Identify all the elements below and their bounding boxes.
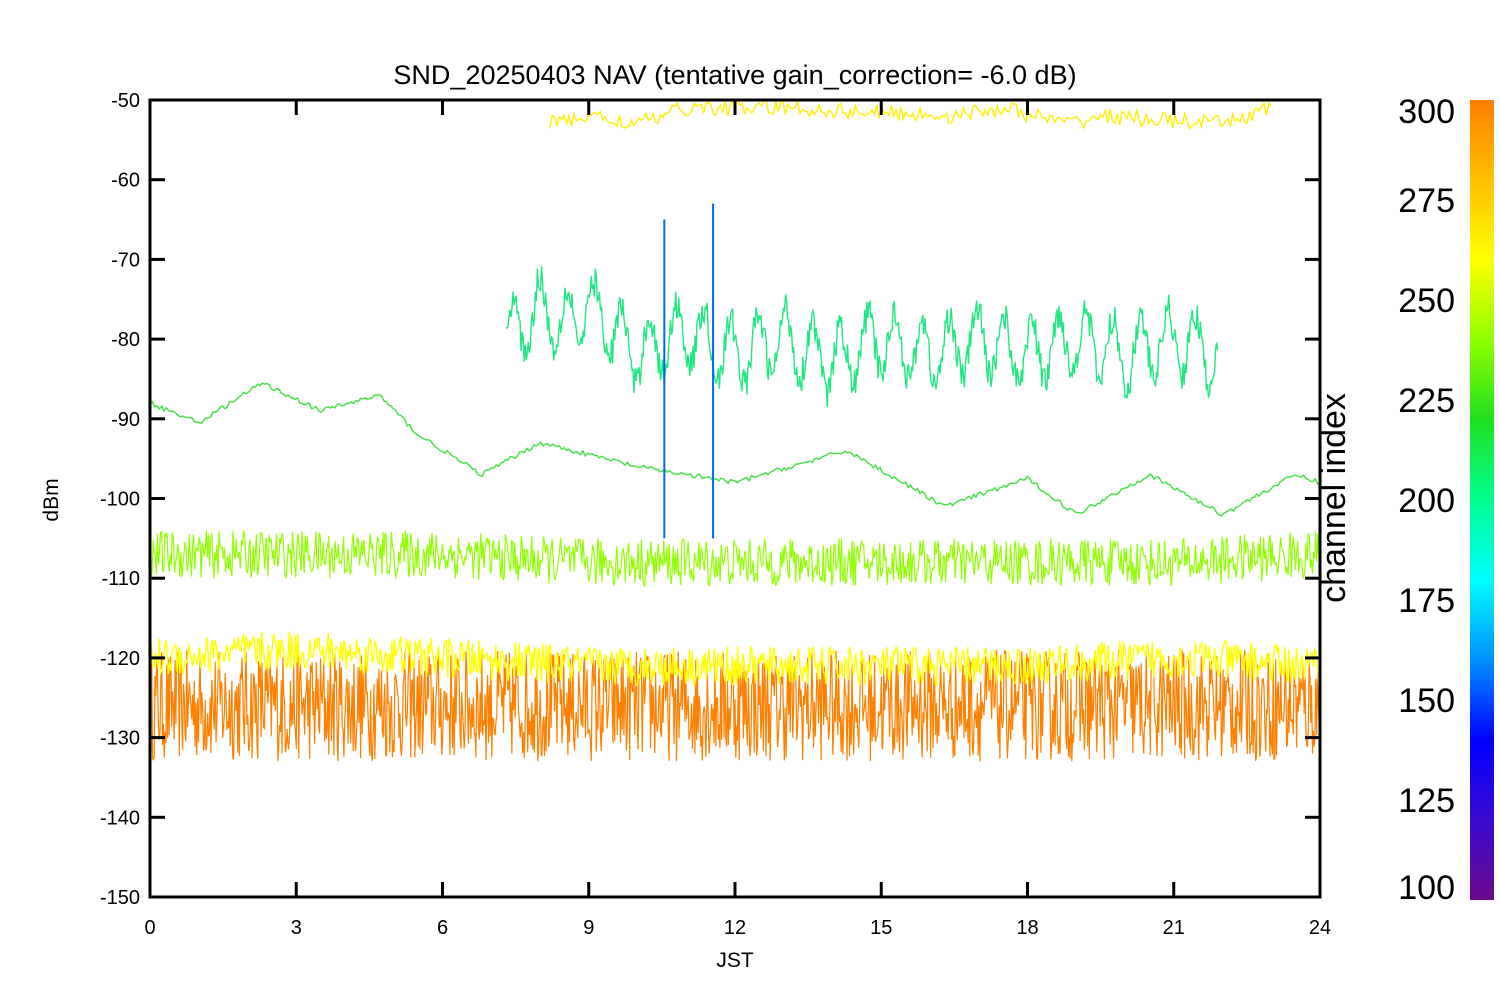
y-tick-label: -100 bbox=[100, 489, 140, 511]
colorbar-ticks: 300 275 250 225 200 175 150 125 100 bbox=[1398, 93, 1455, 907]
y-axis-label: dBm bbox=[40, 478, 63, 521]
y-tick-label: -60 bbox=[111, 170, 140, 192]
series-line bbox=[150, 631, 1320, 687]
colorbar-tick-label: 175 bbox=[1398, 582, 1455, 620]
x-tick-label: 18 bbox=[1016, 917, 1038, 939]
y-tick-label: -130 bbox=[100, 728, 140, 750]
x-tick-label: 24 bbox=[1309, 917, 1331, 939]
y-axis: -50 -60 -70 -80 -90 -100 -110 -120 -130 -140 -150 bbox=[100, 90, 1320, 909]
series-line bbox=[150, 382, 1320, 517]
x-tick-label: 0 bbox=[144, 917, 155, 939]
y-tick-label: -80 bbox=[111, 329, 140, 351]
colorbar-tick-label: 150 bbox=[1398, 682, 1455, 720]
colorbar-tick-label: 275 bbox=[1398, 182, 1455, 220]
series-line bbox=[150, 649, 1320, 762]
y-tick-label: -70 bbox=[111, 249, 140, 271]
x-tick-label: 12 bbox=[724, 917, 746, 939]
x-axis-label: JST bbox=[716, 949, 754, 972]
y-tick-label: -110 bbox=[101, 568, 140, 590]
x-tick-label: 21 bbox=[1163, 917, 1185, 939]
y-tick-label: -120 bbox=[100, 648, 140, 670]
x-axis: 0 3 6 9 12 15 18 21 24 bbox=[144, 100, 1331, 939]
y-tick-label: -140 bbox=[100, 807, 140, 829]
colorbar-tick-label: 125 bbox=[1398, 782, 1455, 820]
y-tick-label: -90 bbox=[111, 409, 140, 431]
x-tick-label: 15 bbox=[870, 917, 892, 939]
plot-frame bbox=[148, 98, 1322, 899]
series-line bbox=[150, 530, 1320, 588]
colorbar-tick-label: 250 bbox=[1398, 282, 1455, 320]
y-tick-label: -150 bbox=[100, 887, 140, 909]
y-tick-label: -50 bbox=[111, 90, 140, 112]
colorbar-tick-label: 300 bbox=[1398, 93, 1455, 131]
colorbar-tick-label: 225 bbox=[1398, 382, 1455, 420]
x-tick-label: 6 bbox=[437, 917, 448, 939]
colorbar-title: channel index bbox=[1315, 393, 1353, 603]
colorbar bbox=[1470, 100, 1494, 900]
plot-area bbox=[150, 100, 1320, 762]
x-tick-label: 3 bbox=[291, 917, 302, 939]
x-tick-label: 9 bbox=[583, 917, 594, 939]
series-line bbox=[549, 100, 1272, 131]
series-line bbox=[505, 266, 1219, 407]
colorbar-tick-label: 200 bbox=[1398, 482, 1455, 520]
colorbar-tick-label: 100 bbox=[1398, 869, 1455, 907]
chart-title: SND_20250403 NAV (tentative gain_correct… bbox=[393, 60, 1076, 90]
